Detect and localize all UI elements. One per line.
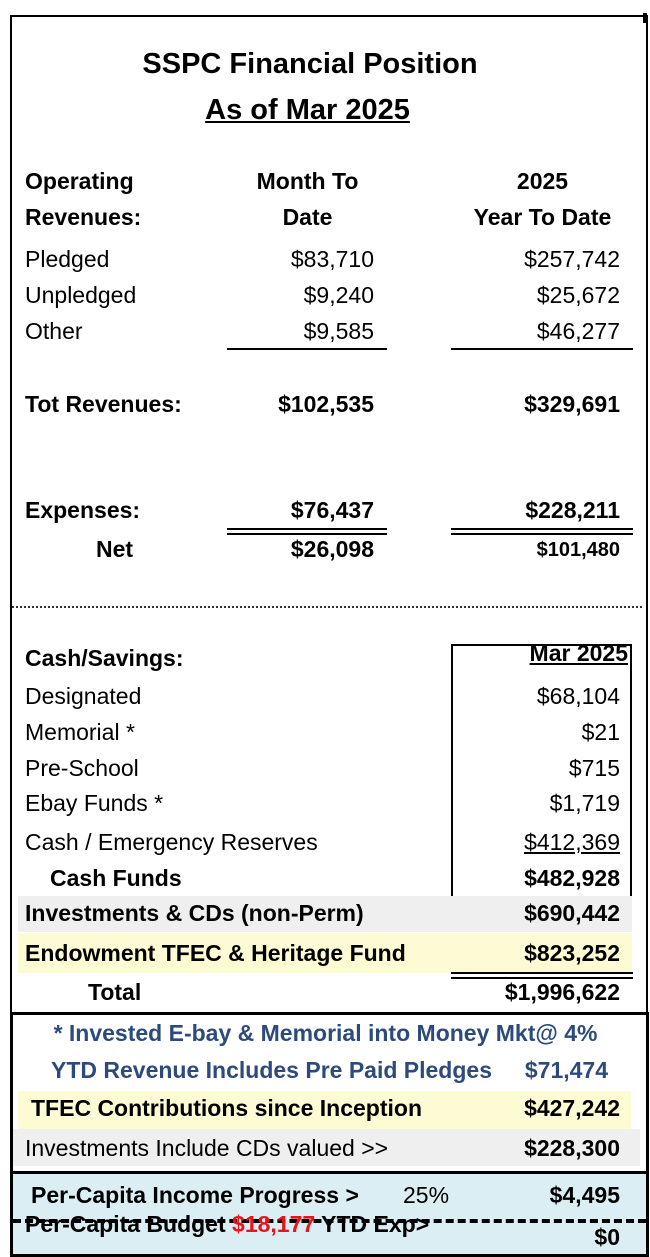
mtd-header-2: Date xyxy=(282,204,333,230)
invested-note: * Invested E-bay & Memorial into Money M… xyxy=(53,1020,598,1046)
operating-label-1: Operating xyxy=(25,168,134,194)
row-ytd: $25,672 xyxy=(536,282,620,308)
row-value: $1,996,622 xyxy=(504,979,620,1005)
investments-band xyxy=(18,896,632,932)
income-progress-value: $4,495 xyxy=(549,1182,620,1208)
row-ytd: $228,211 xyxy=(525,497,620,523)
row-mtd: $102,535 xyxy=(278,391,374,417)
net-double-rule-ytd xyxy=(451,528,633,535)
net-double-rule-mtd xyxy=(227,528,387,535)
report-title: SSPC Financial Position xyxy=(142,48,478,80)
row-ytd: $257,742 xyxy=(524,246,620,272)
tfec-label: TFEC Contributions since Inception xyxy=(31,1095,422,1121)
cds-label: Investments Include CDs valued >> xyxy=(25,1135,389,1161)
row-label: Investments & CDs (non-Perm) xyxy=(25,900,364,926)
budget-amount: $18,177 xyxy=(232,1211,316,1237)
row-mtd: $9,240 xyxy=(303,282,374,308)
row-value: $715 xyxy=(568,755,620,781)
operating-label-2: Revenues: xyxy=(25,204,142,230)
row-label: Expenses: xyxy=(25,497,141,523)
total-double-rule xyxy=(451,972,633,979)
row-label: Memorial * xyxy=(25,719,135,745)
row-mtd: $26,098 xyxy=(290,536,374,562)
report-frame xyxy=(10,15,648,1015)
dashed-divider xyxy=(13,1219,646,1223)
budget-line: Per-Capita Budget $18,177 YTD Exp> xyxy=(25,1211,429,1238)
row-value: $1,719 xyxy=(549,790,620,816)
cds-value: $228,300 xyxy=(524,1135,620,1161)
row-label: Tot Revenues: xyxy=(25,391,182,417)
tfec-band xyxy=(18,1091,631,1129)
row-value: $412,369 xyxy=(524,829,620,855)
frame-corner xyxy=(643,13,647,23)
row-label: Designated xyxy=(25,683,142,709)
ytd-header-1: 2025 xyxy=(516,168,569,194)
ytd-header-2: Year To Date xyxy=(473,204,612,230)
budget-value: $0 xyxy=(594,1224,620,1250)
tfec-value: $427,242 xyxy=(524,1095,620,1121)
row-ytd: $46,277 xyxy=(536,318,620,344)
notes-box: * Invested E-bay & Memorial into Money M… xyxy=(10,1012,649,1175)
row-label: Net xyxy=(96,536,134,562)
row-value: $482,928 xyxy=(524,865,620,891)
report-subtitle: As of Mar 2025 xyxy=(205,94,410,126)
subtotal-rule-ytd xyxy=(451,348,633,350)
row-label: Endowment TFEC & Heritage Fund xyxy=(25,940,406,966)
cds-band xyxy=(13,1129,640,1166)
income-progress-pct: 25% xyxy=(403,1182,450,1208)
prepaid-value: $71,474 xyxy=(524,1057,608,1083)
budget-suffix: YTD Exp> xyxy=(321,1211,430,1237)
row-mtd: $83,710 xyxy=(290,246,374,272)
mtd-header-1: Month To xyxy=(256,168,359,194)
row-value: $21 xyxy=(581,719,620,745)
prepaid-label: YTD Revenue Includes Pre Paid Pledges xyxy=(51,1057,492,1083)
row-label: Ebay Funds * xyxy=(25,790,164,816)
row-mtd: $9,585 xyxy=(303,318,374,344)
row-label: Total xyxy=(88,979,142,1005)
row-label: Other xyxy=(25,318,83,344)
endowment-band xyxy=(18,933,632,973)
budget-label: Per-Capita Budget xyxy=(25,1211,226,1237)
income-progress-label: Per-Capita Income Progress > xyxy=(31,1182,359,1208)
row-ytd: $101,480 xyxy=(536,539,620,561)
row-label: Pre-School xyxy=(25,755,139,781)
row-label: Unpledged xyxy=(25,282,137,308)
subtotal-rule-mtd xyxy=(227,348,387,350)
row-value: $690,442 xyxy=(524,900,620,926)
cash-section-label: Cash/Savings: xyxy=(25,645,184,671)
per-capita-box: Per-Capita Income Progress > 25% $4,495 … xyxy=(10,1171,649,1257)
row-mtd: $76,437 xyxy=(290,497,374,523)
row-label: Pledged xyxy=(25,246,110,272)
row-value: $823,252 xyxy=(524,940,620,966)
cash-column-header: Mar 2025 xyxy=(529,640,628,666)
row-label: Cash / Emergency Reserves xyxy=(25,829,318,855)
row-ytd: $329,691 xyxy=(524,391,620,417)
row-value: $68,104 xyxy=(536,683,620,709)
section-divider xyxy=(12,606,642,608)
row-label: Cash Funds xyxy=(50,865,182,891)
